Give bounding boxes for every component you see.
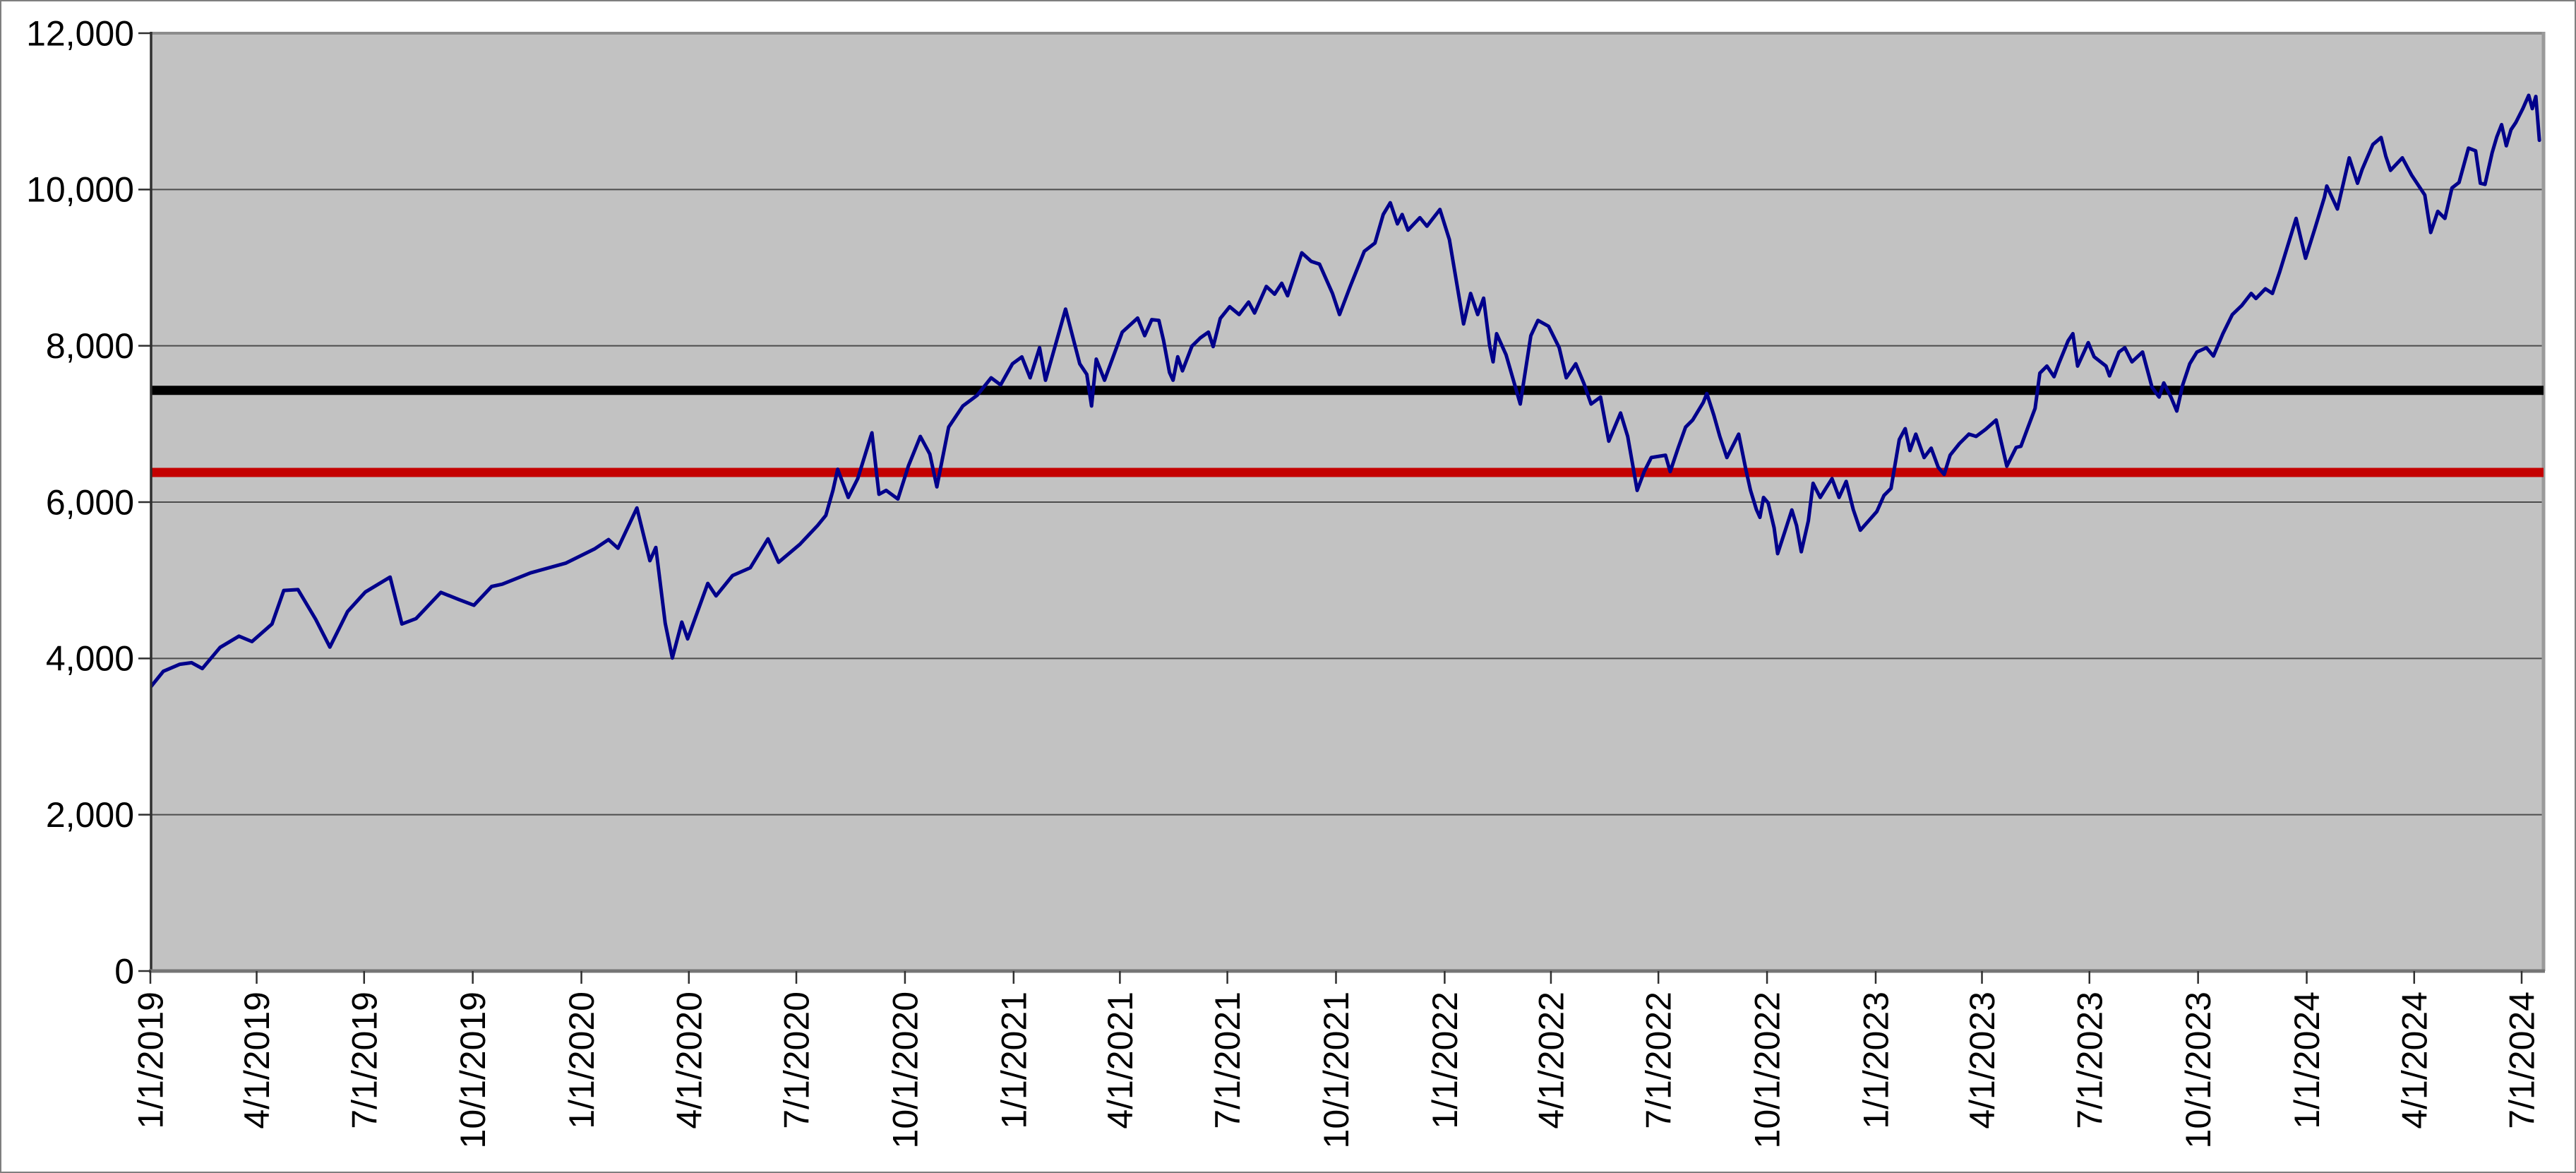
- x-axis-label: 4/1/2019: [237, 992, 277, 1129]
- x-axis-label: 7/1/2019: [345, 992, 384, 1129]
- x-axis-label: 1/1/2020: [562, 992, 601, 1129]
- x-axis-label: 1/1/2024: [2287, 992, 2327, 1129]
- x-axis-label: 10/1/2019: [453, 992, 493, 1148]
- x-axis-label: 7/1/2022: [1639, 992, 1679, 1129]
- x-axis-label: 4/1/2024: [2395, 992, 2434, 1129]
- x-axis-label: 7/1/2023: [2070, 992, 2109, 1129]
- x-axis-label: 4/1/2020: [669, 992, 709, 1129]
- y-axis-label: 8,000: [46, 326, 134, 366]
- x-axis-label: 10/1/2022: [1748, 992, 1787, 1148]
- y-axis-label: 12,000: [26, 13, 134, 53]
- x-axis-label: 1/1/2023: [1856, 992, 1895, 1129]
- y-axis-label: 10,000: [26, 170, 134, 210]
- y-axis-label: 4,000: [46, 639, 134, 679]
- x-axis-label: 1/1/2019: [131, 992, 171, 1129]
- x-axis-label: 4/1/2022: [1531, 992, 1571, 1129]
- x-axis-label: 1/1/2021: [994, 992, 1034, 1129]
- y-axis-label: 0: [114, 951, 134, 991]
- x-axis-label: 10/1/2021: [1317, 992, 1356, 1148]
- x-axis-label: 7/1/2020: [777, 992, 817, 1129]
- index-level-line: [151, 93, 2541, 689]
- x-axis-label: 4/1/2021: [1101, 992, 1140, 1129]
- y-axis-label: 6,000: [46, 482, 134, 522]
- y-axis-label: 2,000: [46, 795, 134, 835]
- x-axis-label: 7/1/2024: [2503, 992, 2542, 1129]
- x-axis-label: 7/1/2021: [1208, 992, 1247, 1129]
- x-axis-label: 10/1/2023: [2179, 992, 2218, 1148]
- x-axis-label: 10/1/2020: [885, 992, 925, 1148]
- x-axis-label: 1/1/2022: [1425, 992, 1465, 1129]
- x-axis-label: 4/1/2023: [1963, 992, 2002, 1129]
